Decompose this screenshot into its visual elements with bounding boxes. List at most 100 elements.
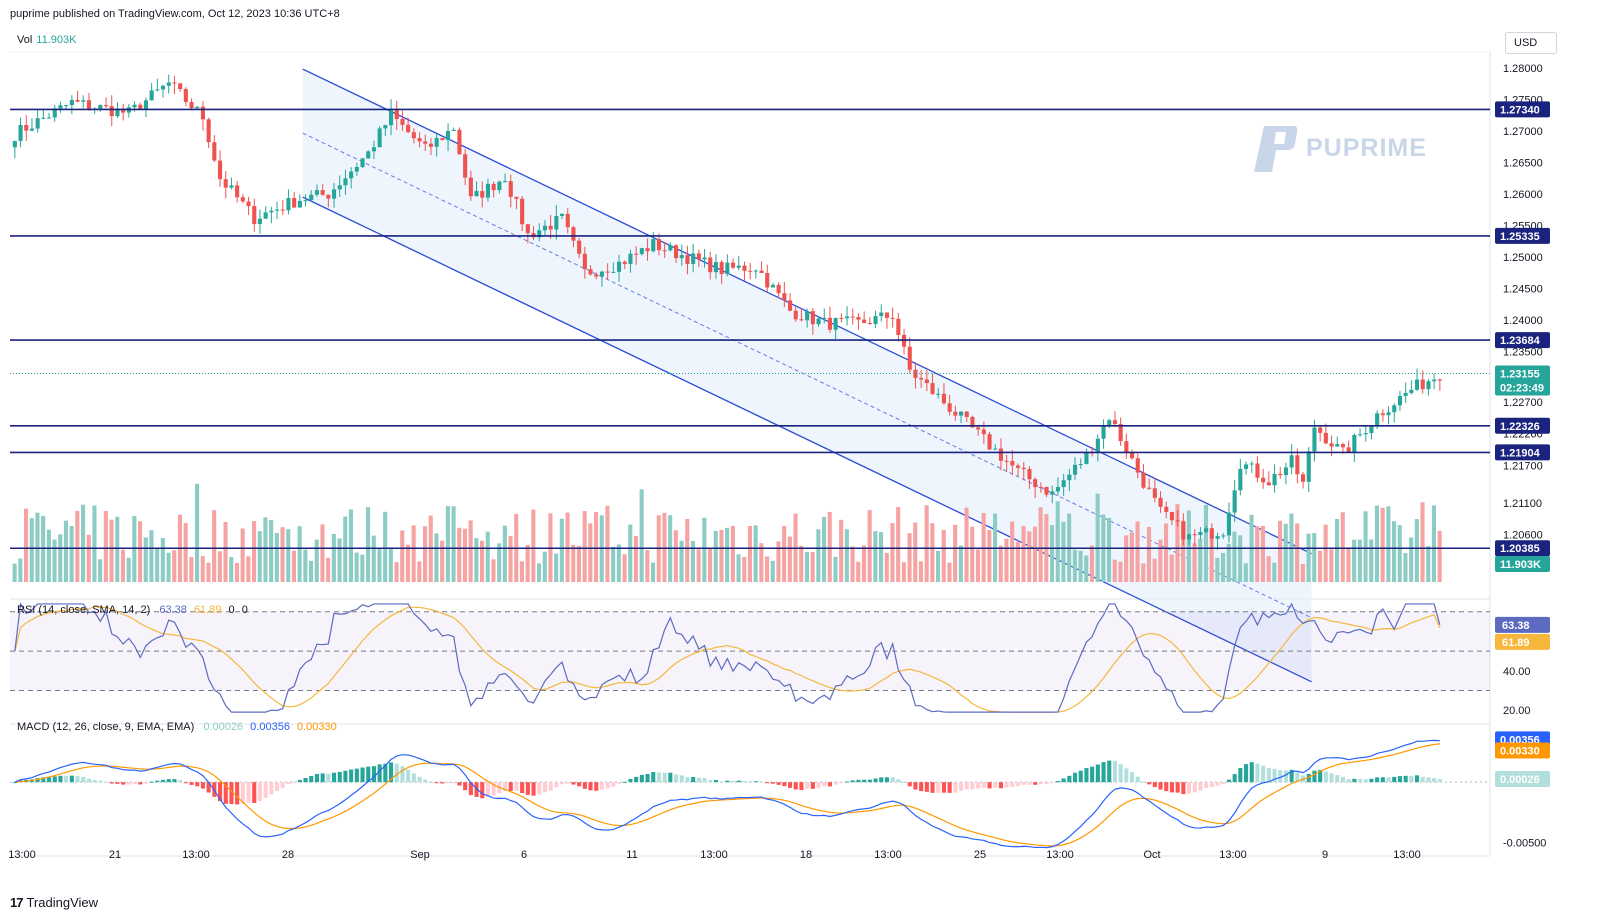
macd-histogram-bar bbox=[178, 780, 183, 783]
candle-body bbox=[1244, 464, 1249, 469]
macd-histogram-bar bbox=[1221, 782, 1226, 784]
volume-bar bbox=[160, 537, 165, 582]
volume-bar bbox=[217, 551, 222, 582]
macd-histogram-bar bbox=[1021, 782, 1026, 785]
price-tick-label: 1.26500 bbox=[1503, 157, 1543, 169]
macd-histogram-bar bbox=[1198, 782, 1203, 791]
rsi-value-tag-text: 63.38 bbox=[1502, 620, 1530, 632]
volume-bar bbox=[314, 539, 319, 582]
macd-histogram-bar bbox=[902, 782, 907, 784]
candle-body bbox=[354, 166, 359, 172]
volume-bar bbox=[873, 531, 878, 582]
volume-bar bbox=[149, 530, 154, 582]
candle-body bbox=[913, 369, 918, 378]
time-axis[interactable]: 13:00 21 13:00 28 Sep 6 11 13:00 18 13:00 25 13:00 O… bbox=[8, 849, 1421, 861]
macd-histogram-bar bbox=[1278, 770, 1283, 783]
macd-hist-tag-text: 0.00026 bbox=[1500, 774, 1540, 786]
volume-bar bbox=[787, 536, 792, 582]
channel-lower-line[interactable] bbox=[302, 196, 1312, 683]
rsi-value-tag bbox=[1495, 616, 1550, 633]
candle-body bbox=[1437, 379, 1442, 381]
volume-bar bbox=[457, 527, 462, 582]
candle-body bbox=[1380, 413, 1385, 416]
macd-histogram-bar bbox=[166, 779, 171, 783]
volume-bar bbox=[29, 518, 34, 582]
candle-body bbox=[993, 448, 998, 450]
macd-histogram-bar bbox=[577, 782, 582, 787]
level-price-tag bbox=[1495, 540, 1550, 557]
volume-bar bbox=[975, 549, 980, 582]
volume-bar bbox=[1414, 519, 1419, 582]
volume-bar bbox=[394, 562, 399, 582]
time-tick-label: 13:00 bbox=[874, 849, 902, 861]
candle-body bbox=[246, 201, 251, 207]
macd-tick-label: -0.00500 bbox=[1503, 837, 1546, 849]
level-price-tag-text: 1.27340 bbox=[1500, 104, 1540, 116]
candle-body bbox=[748, 270, 753, 272]
time-tick-label: 9 bbox=[1322, 849, 1328, 861]
candle-body bbox=[229, 185, 234, 188]
candle-body bbox=[719, 262, 724, 275]
candle-body bbox=[189, 102, 194, 109]
candle-body bbox=[884, 312, 889, 318]
macd-histogram-bar bbox=[639, 774, 644, 783]
macd-histogram-bar bbox=[69, 775, 74, 783]
currency-selector[interactable]: USD bbox=[1505, 32, 1557, 54]
candle-body bbox=[599, 271, 604, 277]
macd-histogram-bar bbox=[987, 782, 992, 789]
macd-histogram-bar bbox=[1437, 779, 1442, 783]
macd-histogram-bar bbox=[725, 780, 730, 783]
volume-bar bbox=[109, 519, 114, 582]
volume-bar bbox=[719, 529, 724, 582]
volume-bar bbox=[1409, 537, 1414, 582]
macd-histogram-bar bbox=[275, 782, 280, 792]
volume-bar bbox=[970, 526, 975, 582]
volume-bar bbox=[645, 550, 650, 582]
macd-signal-tag-text: 0.00330 bbox=[1500, 745, 1540, 757]
macd-histogram-bar bbox=[75, 776, 80, 783]
candle-body bbox=[725, 262, 730, 275]
candle-body bbox=[1340, 444, 1345, 448]
volume-bar bbox=[1124, 535, 1129, 582]
last-price-tag bbox=[1495, 365, 1550, 396]
candle-body bbox=[1266, 482, 1271, 486]
volume-bar bbox=[1317, 550, 1322, 582]
candle-body bbox=[850, 316, 855, 318]
candle-body bbox=[326, 194, 331, 199]
level-price-tag bbox=[1495, 101, 1550, 118]
candle-body bbox=[731, 262, 736, 268]
macd-histogram-bar bbox=[1255, 763, 1260, 783]
macd-histogram-bar bbox=[1232, 774, 1237, 783]
price-axis[interactable]: 1.280001.275001.270001.265001.260001.255… bbox=[1495, 63, 1550, 573]
volume-bar bbox=[770, 560, 775, 582]
candle-body bbox=[58, 105, 63, 109]
channel-mid-line[interactable] bbox=[302, 132, 1312, 619]
tradingview-logo[interactable]: 17 TradingView bbox=[10, 895, 98, 910]
candle-body bbox=[879, 312, 884, 317]
publish-line: puprime published on TradingView.com, Oc… bbox=[10, 8, 340, 20]
macd-histogram-bar bbox=[1289, 769, 1294, 783]
macd-histogram-bar bbox=[1215, 782, 1220, 786]
volume-bar bbox=[195, 483, 200, 582]
candle-body bbox=[1055, 487, 1060, 492]
volume-bar bbox=[400, 530, 405, 582]
candle-body bbox=[702, 257, 707, 260]
volume-bar bbox=[462, 528, 467, 582]
volume-bar bbox=[434, 533, 439, 582]
volume-bar bbox=[326, 557, 331, 582]
macd-histogram-bar bbox=[371, 766, 376, 783]
time-tick-label: 13:00 bbox=[700, 849, 728, 861]
macd-histogram-bar bbox=[1380, 777, 1385, 783]
candle-body bbox=[1432, 379, 1437, 382]
macd-histogram-bar bbox=[1244, 764, 1249, 783]
candle-body bbox=[115, 108, 120, 117]
candle-body bbox=[212, 142, 217, 161]
macd-histogram-bar bbox=[1187, 782, 1192, 794]
candle-body bbox=[503, 181, 508, 183]
candle-body bbox=[805, 311, 810, 321]
candle-body bbox=[542, 225, 547, 231]
macd-histogram-bar bbox=[1329, 773, 1334, 783]
price-tick-label: 1.25000 bbox=[1503, 252, 1543, 264]
